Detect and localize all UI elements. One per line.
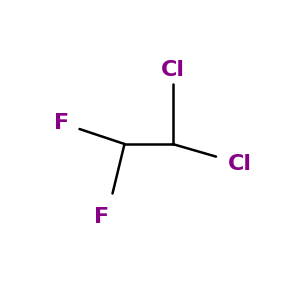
Text: Cl: Cl [160, 59, 184, 80]
Text: F: F [54, 113, 69, 133]
Text: F: F [94, 207, 110, 227]
Text: Cl: Cl [228, 154, 252, 173]
